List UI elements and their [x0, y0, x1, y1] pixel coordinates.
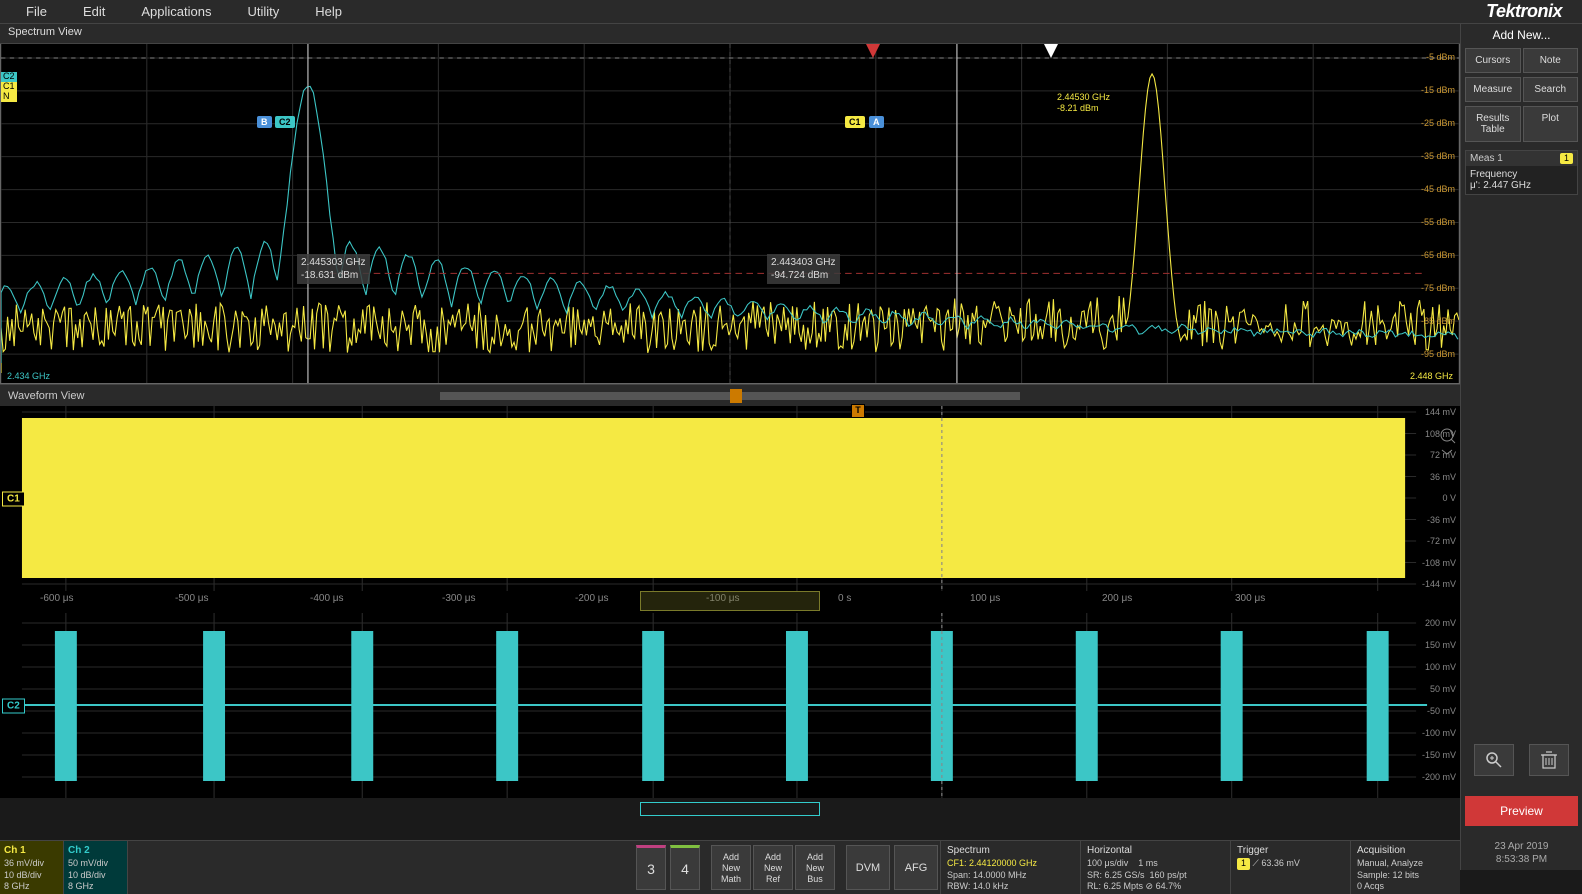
trash-button[interactable]	[1529, 744, 1569, 776]
menu-file[interactable]: File	[8, 4, 65, 19]
peak-readout: 2.44530 GHz-8.21 dBm	[1057, 92, 1110, 114]
add-new-label: Add New...	[1461, 24, 1582, 46]
marker-a-readout: 2.443403 GHz-94.724 dBm	[767, 254, 840, 284]
spectrum-freq-end: 2.448 GHz	[1410, 371, 1453, 381]
menu-bar: File Edit Applications Utility Help Tekt…	[0, 0, 1582, 24]
menu-utility[interactable]: Utility	[229, 4, 297, 19]
menu-edit[interactable]: Edit	[65, 4, 123, 19]
zoom-region[interactable]	[640, 591, 820, 611]
afg-button[interactable]: AFG	[894, 845, 938, 890]
meas-channel-badge: 1	[1560, 153, 1573, 164]
zoom-button[interactable]	[1474, 744, 1514, 776]
right-panel: Add New... Cursors Note Measure Search R…	[1460, 24, 1582, 870]
trigger-settings[interactable]: Trigger 1 ⟋ 63.36 mV	[1230, 841, 1350, 894]
bottom-bar: Ch 1 36 mV/div10 dB/div8 GHz Ch 2 50 mV/…	[0, 840, 1460, 894]
ch2-badge[interactable]: C2	[2, 698, 25, 713]
meas-value: μ': 2.447 GHz	[1470, 180, 1573, 191]
marker-b-readout: 2.445303 GHz-18.631 dBm	[297, 254, 370, 284]
meas-type: Frequency	[1470, 169, 1573, 180]
menu-help[interactable]: Help	[297, 4, 360, 19]
waveform-time-axis: -600 μs-500 μs-400 μs-300 μs-200 μs-100 …	[0, 591, 1460, 613]
waveform-overview-slider[interactable]	[440, 392, 1020, 400]
waveform-view-label: Waveform View	[0, 390, 92, 402]
peak-marker-icon[interactable]	[1044, 44, 1058, 58]
ref-marker-icon[interactable]	[866, 44, 880, 58]
cursor-b-badge[interactable]: B	[257, 116, 272, 128]
ch2-settings[interactable]: Ch 2 50 mV/div10 dB/div8 GHz	[64, 841, 128, 894]
preview-button[interactable]: Preview	[1465, 796, 1578, 826]
waveform-ch1[interactable]: C1 144 mV108 mV72 mV36 mV0 V-36 mV-72 mV…	[0, 406, 1460, 591]
datetime: 23 Apr 2019 8:53:38 PM	[1461, 836, 1582, 870]
waveform-nav-region[interactable]	[640, 802, 820, 816]
cursors-button[interactable]: Cursors	[1465, 48, 1521, 73]
spectrum-view-header: Spectrum View	[0, 24, 1460, 44]
measure-button[interactable]: Measure	[1465, 77, 1521, 102]
acquisition-settings[interactable]: Acquisition Manual, Analyze Sample: 12 b…	[1350, 841, 1460, 894]
dvm-button[interactable]: DVM	[846, 845, 890, 890]
plot-button[interactable]: Plot	[1523, 106, 1579, 142]
brand-logo: Tektronix	[1486, 1, 1574, 22]
measurement-badge[interactable]: Meas 1 1 Frequency μ': 2.447 GHz	[1465, 150, 1578, 195]
add-math-button[interactable]: Add New Math	[711, 845, 751, 890]
waveform-view-bar: Waveform View	[0, 384, 1460, 406]
ch1-settings[interactable]: Ch 1 36 mV/div10 dB/div8 GHz	[0, 841, 64, 894]
add-bus-button[interactable]: Add New Bus	[795, 845, 835, 890]
main-area: Spectrum View -5 dBm-15 dBm-25 dBm-35 dB…	[0, 24, 1460, 840]
ch1-badge[interactable]: C1	[2, 491, 25, 506]
meas-title: Meas 1	[1470, 153, 1503, 164]
search-button[interactable]: Search	[1523, 77, 1579, 102]
horizontal-settings[interactable]: Horizontal 100 μs/div 1 ms SR: 6.25 GS/s…	[1080, 841, 1230, 894]
spectrum-freq-start: 2.434 GHz	[7, 371, 50, 381]
zoom-control-icon[interactable]	[1438, 426, 1456, 461]
menu-applications[interactable]: Applications	[123, 4, 229, 19]
waveform-ch2[interactable]: C2 200 mV150 mV100 mV50 mV-50 mV-100 mV-…	[0, 613, 1460, 798]
note-button[interactable]: Note	[1523, 48, 1579, 73]
slider-thumb-icon[interactable]	[730, 389, 742, 403]
spectrum-view[interactable]: -5 dBm-15 dBm-25 dBm-35 dBm-45 dBm-55 dB…	[0, 44, 1460, 384]
waveform-nav	[0, 798, 1460, 820]
cursor-c2-badge[interactable]: C2	[275, 116, 295, 128]
spectrum-settings[interactable]: Spectrum CF1: 2.44120000 GHz Span: 14.00…	[940, 841, 1080, 894]
add-ref-button[interactable]: Add New Ref	[753, 845, 793, 890]
ch3-button[interactable]: 3	[636, 845, 666, 890]
results-table-button[interactable]: Results Table	[1465, 106, 1521, 142]
cursor-a-badge[interactable]: A	[869, 116, 884, 128]
cursor-c1-badge[interactable]: C1	[845, 116, 865, 128]
trigger-marker-icon[interactable]: T	[851, 404, 865, 418]
ch4-button[interactable]: 4	[670, 845, 700, 890]
